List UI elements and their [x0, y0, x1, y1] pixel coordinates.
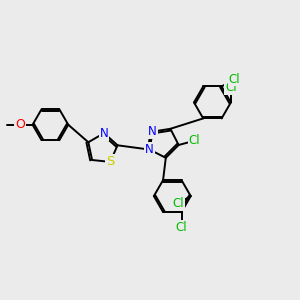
- Text: N: N: [100, 127, 108, 140]
- Text: Cl: Cl: [225, 81, 237, 94]
- Text: Cl: Cl: [172, 197, 184, 210]
- Text: S: S: [106, 155, 114, 168]
- Text: Cl: Cl: [189, 134, 200, 147]
- Text: Cl: Cl: [229, 73, 240, 85]
- Text: Cl: Cl: [176, 221, 187, 234]
- Text: N: N: [148, 125, 157, 138]
- Text: N: N: [145, 143, 154, 156]
- Text: O: O: [15, 118, 25, 131]
